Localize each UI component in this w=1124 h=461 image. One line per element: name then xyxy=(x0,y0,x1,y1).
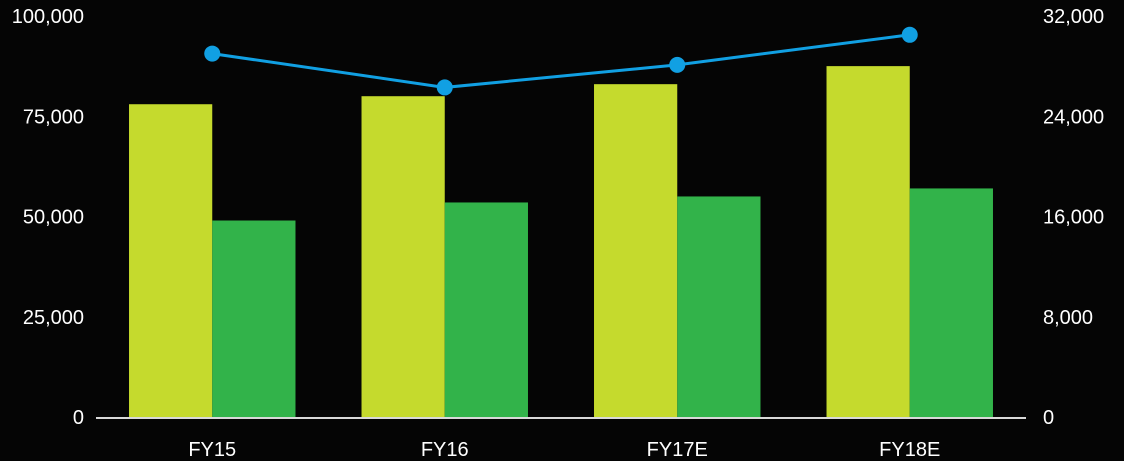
right-axis-ticks: 0 8,000 16,000 24,000 32,000 xyxy=(1043,6,1104,429)
right-tick-label: 8,000 xyxy=(1043,307,1093,329)
line-point-fy15 xyxy=(204,45,221,62)
line-series-layer xyxy=(204,26,918,96)
line-point-fy17e xyxy=(669,56,686,73)
left-axis-ticks: 0 25,000 50,000 75,000 100,000 xyxy=(12,6,84,429)
left-tick-label: 0 xyxy=(73,407,84,429)
left-tick-label: 25,000 xyxy=(23,307,84,329)
bar-fy17e-series-2 xyxy=(677,196,761,417)
left-tick-label: 50,000 xyxy=(23,207,84,229)
left-tick-label: 75,000 xyxy=(23,106,84,128)
bar-fy16-series-1 xyxy=(361,96,445,417)
bars-layer xyxy=(129,66,993,418)
bar-fy18e-series-1 xyxy=(826,66,910,417)
line-point-fy16 xyxy=(436,79,453,96)
line-point-fy18e xyxy=(901,26,918,43)
bar-fy16-series-2 xyxy=(444,202,528,417)
bar-fy17e-series-1 xyxy=(594,84,678,418)
x-axis-ticks: FY15 FY16 FY17E FY18E xyxy=(188,439,940,461)
x-tick-label-fy15: FY15 xyxy=(188,439,236,461)
right-tick-label: 16,000 xyxy=(1043,207,1104,229)
bar-fy18e-series-2 xyxy=(909,188,993,417)
x-tick-label-fy16: FY16 xyxy=(421,439,469,461)
bar-fy15-series-2 xyxy=(212,220,296,417)
bar-fy15-series-1 xyxy=(129,104,213,417)
right-tick-label: 0 xyxy=(1043,407,1054,429)
right-tick-label: 24,000 xyxy=(1043,106,1104,128)
x-tick-label-fy17e: FY17E xyxy=(647,439,708,461)
line-series-1 xyxy=(212,33,910,89)
x-tick-label-fy18e: FY18E xyxy=(879,439,940,461)
left-tick-label: 100,000 xyxy=(12,6,84,28)
right-tick-label: 32,000 xyxy=(1043,6,1104,28)
